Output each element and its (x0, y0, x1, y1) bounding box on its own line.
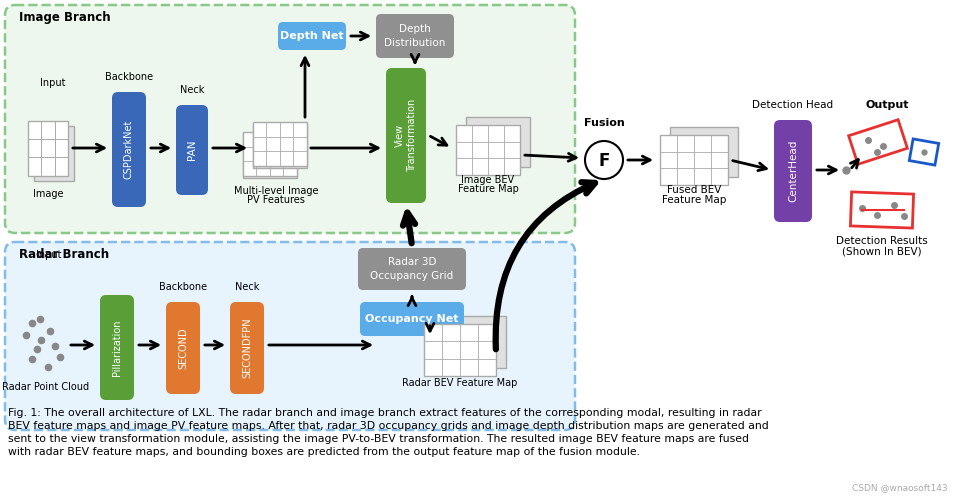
Text: sent to the view transformation module, assisting the image PV-to-BEV transforma: sent to the view transformation module, … (8, 434, 749, 444)
Text: Occupancy Net: Occupancy Net (365, 314, 459, 324)
Text: CSPDarkNet: CSPDarkNet (124, 120, 134, 179)
FancyBboxPatch shape (176, 105, 208, 195)
Text: Image: Image (33, 189, 63, 199)
Polygon shape (253, 124, 307, 168)
Bar (34, 125, 74, 181)
Text: SECOND: SECOND (178, 327, 188, 369)
Polygon shape (456, 125, 520, 175)
Text: Radar BEV Feature Map: Radar BEV Feature Map (402, 378, 518, 388)
Polygon shape (424, 324, 496, 376)
Text: Depth Net: Depth Net (280, 31, 344, 41)
Text: Feature Map: Feature Map (662, 195, 727, 205)
Polygon shape (253, 122, 307, 166)
Text: Radar Branch: Radar Branch (19, 248, 109, 261)
FancyBboxPatch shape (376, 14, 454, 58)
Text: with radar BEV feature maps, and bounding boxes are predicted from the output fe: with radar BEV feature maps, and boundin… (8, 447, 640, 457)
Text: Depth: Depth (399, 24, 431, 34)
Text: Output: Output (865, 100, 909, 110)
Text: Input: Input (36, 250, 61, 260)
Polygon shape (243, 132, 297, 176)
Polygon shape (243, 134, 297, 178)
Text: Neck: Neck (235, 282, 259, 292)
FancyBboxPatch shape (5, 242, 575, 430)
Text: PAN: PAN (187, 140, 197, 160)
Text: CSDN @wnaosoft143: CSDN @wnaosoft143 (853, 483, 948, 492)
Text: Radar Point Cloud: Radar Point Cloud (3, 382, 90, 392)
Polygon shape (434, 316, 506, 368)
Text: Fig. 1: The overall architecture of LXL. The radar branch and image branch extra: Fig. 1: The overall architecture of LXL.… (8, 408, 762, 418)
Text: Detection Head: Detection Head (752, 100, 834, 110)
Text: View
Transformation: View Transformation (395, 99, 417, 172)
Polygon shape (670, 127, 738, 177)
Text: Occupancy Grid: Occupancy Grid (370, 271, 454, 281)
FancyBboxPatch shape (5, 5, 575, 233)
Text: BEV feature maps and image PV feature maps. After that, radar 3D occupancy grids: BEV feature maps and image PV feature ma… (8, 421, 769, 431)
FancyBboxPatch shape (230, 302, 264, 394)
FancyBboxPatch shape (100, 295, 134, 400)
Text: Fusion: Fusion (583, 118, 624, 128)
Text: PV Features: PV Features (247, 195, 305, 205)
Text: Radar 3D: Radar 3D (388, 257, 436, 267)
FancyBboxPatch shape (358, 248, 466, 290)
Bar (28, 121, 68, 176)
Text: Multi-level Image: Multi-level Image (234, 186, 318, 196)
Text: Detection Results: Detection Results (836, 236, 928, 246)
Text: Pillarization: Pillarization (112, 319, 122, 376)
FancyBboxPatch shape (278, 22, 346, 50)
Text: Image Branch: Image Branch (19, 11, 111, 24)
FancyBboxPatch shape (774, 120, 812, 222)
Text: Input: Input (40, 78, 66, 88)
Text: Fused BEV: Fused BEV (667, 185, 721, 195)
Polygon shape (466, 117, 530, 167)
Text: Feature Map: Feature Map (458, 184, 518, 194)
Text: F: F (598, 152, 610, 170)
Text: CenterHead: CenterHead (788, 140, 798, 202)
FancyBboxPatch shape (166, 302, 200, 394)
Polygon shape (660, 135, 728, 185)
FancyBboxPatch shape (112, 92, 146, 207)
Text: SECONDFPN: SECONDFPN (242, 317, 252, 378)
FancyBboxPatch shape (360, 302, 464, 336)
Text: Backbone: Backbone (105, 72, 153, 82)
Text: Image BEV: Image BEV (462, 175, 514, 185)
FancyBboxPatch shape (386, 68, 426, 203)
Text: (Shown In BEV): (Shown In BEV) (842, 246, 922, 256)
Text: Backbone: Backbone (159, 282, 207, 292)
Text: Distribution: Distribution (384, 38, 445, 48)
Text: Neck: Neck (180, 85, 205, 95)
